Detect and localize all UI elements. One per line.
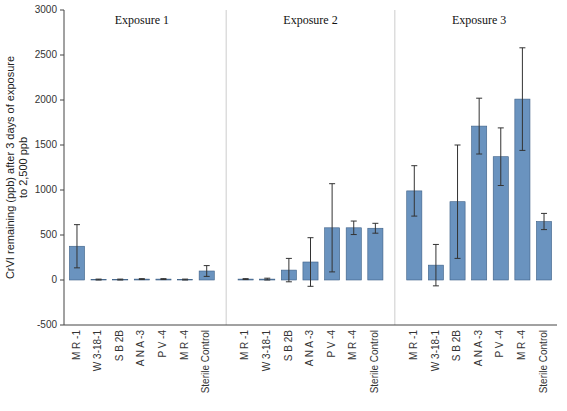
y-tick-label: 2000 [35,94,58,105]
y-tick-label: 1000 [35,184,58,195]
group-divider [226,10,227,325]
error-bar [96,279,102,281]
x-tick-label: W 3-18-1 [261,330,272,372]
error-bar [308,238,314,287]
y-tick [60,10,64,11]
x-tick-label: Sterile Control [200,330,211,393]
x-tick-label: M R -1 [408,330,419,360]
x-tick-label: Sterile Control [538,330,549,393]
error-bar [204,266,210,277]
group-label: Exposure 3 [452,13,506,27]
error-bar [160,278,166,280]
bar [91,279,106,280]
bar [134,279,149,281]
error-bar [351,221,357,235]
y-tick-label: 500 [40,229,57,240]
bars [69,48,551,286]
y-tick-label: -500 [37,319,57,330]
error-bar [476,98,482,154]
x-tick-label: S B 2B [451,330,462,361]
error-bar [411,166,417,216]
y-tick [60,235,64,236]
x-tick-label: S B 2B [114,330,125,361]
x-tick-label: P V -4 [157,330,168,358]
error-bar [541,213,547,229]
error-bar [74,225,80,268]
bar [156,279,171,281]
error-bar [498,128,504,186]
x-tick-label: W 3-18-1 [92,330,103,372]
bar [238,279,253,281]
x-tick-label: M R -4 [347,330,358,360]
group-divider [394,10,395,325]
group-label: Exposure 1 [115,13,169,27]
x-tick-label: M R -4 [179,330,190,360]
bar [113,279,128,280]
bar [178,279,193,280]
x-tick-label: M R -1 [71,330,82,360]
y-axis-line [64,10,65,325]
bar [346,228,361,280]
error-bar [117,279,123,281]
error-bar [139,278,145,280]
x-tick-label: W 3-18-1 [430,330,441,372]
x-axis-line [64,325,557,326]
y-tick-label: 2500 [35,49,58,60]
y-tick [60,325,64,326]
chart: -500 0 500 1000 1500 2000 2500 3000 CrVI remaini… [0,0,567,411]
x-tick-label: M R -4 [516,330,527,360]
x-tick-label: P V -4 [326,330,337,358]
y-tick-label: 0 [51,274,57,285]
error-bar [329,184,335,272]
error-bar [433,244,439,285]
bar [260,279,275,281]
error-bar [243,278,249,280]
bar [536,222,551,281]
error-bar [519,48,525,151]
x-tick-label: Sterile Control [369,330,380,393]
x-tick-label: A N A -3 [135,330,146,367]
error-bar [372,223,378,233]
x-tick-label: P V -4 [494,330,505,358]
y-tick [60,100,64,101]
group-label: Exposure 2 [283,13,337,27]
error-bar [286,258,292,281]
y-axis-label: CrVI remaining (ppb) after 3 days of exp… [4,56,29,279]
x-tick-label: A N A -3 [304,330,315,367]
error-bar [264,278,270,280]
error-bar [182,279,188,281]
bar [368,228,383,280]
y-tick-label: 3000 [35,4,58,15]
x-tick-label: S B 2B [283,330,294,361]
x-tick-label: A N A -3 [473,330,484,367]
y-tick [60,145,64,146]
y-tick [60,190,64,191]
error-bar [455,145,461,258]
y-tick [60,280,64,281]
y-tick-label: 1500 [35,139,58,150]
x-tick-label: M R -1 [239,330,250,360]
y-tick [60,55,64,56]
